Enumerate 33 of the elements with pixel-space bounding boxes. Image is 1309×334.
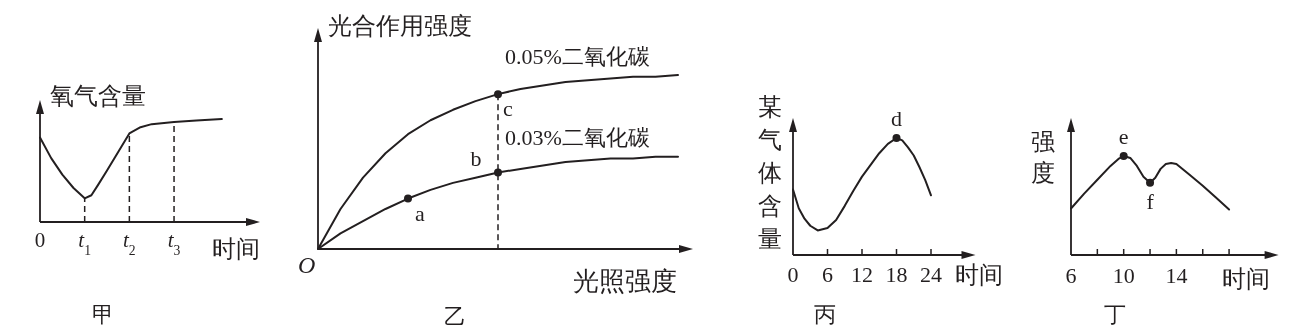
annotation: f: [1146, 188, 1155, 214]
series-label: 0.05%二氧化碳: [505, 44, 650, 69]
text: 甲: [92, 302, 114, 327]
text: 乙: [444, 304, 466, 329]
x-tick-label: 10: [1112, 263, 1135, 288]
x-tick-label: 0: [34, 228, 46, 252]
text: 丙: [814, 302, 836, 327]
x-tick-label: t$_{3}$: [167, 228, 181, 258]
x-tick-label: 24: [920, 262, 942, 287]
x-tick-label: 12: [851, 262, 873, 287]
x-tick-label: 14: [1165, 263, 1188, 288]
x-tick-label: 6: [822, 262, 833, 287]
text: O: [298, 252, 316, 278]
y-axis-title: 强度: [1031, 129, 1055, 186]
annotation: c: [503, 96, 514, 122]
annotation: b: [470, 146, 482, 172]
y-axis-title: 氧气含量: [50, 83, 146, 109]
x-axis-title: 时间: [955, 262, 1003, 288]
x-axis-title: 时间: [1222, 266, 1270, 292]
text: 丁: [1104, 302, 1126, 327]
x-axis-title: 光照强度: [573, 267, 677, 296]
annotation: d: [891, 106, 902, 131]
series-label: 0.03%二氧化碳: [505, 125, 650, 150]
x-tick-label: t$_{1}$: [78, 228, 92, 258]
x-axis-title: 时间: [212, 236, 260, 262]
annotation: e: [1118, 124, 1129, 149]
x-tick-label: 0: [787, 262, 799, 287]
x-tick-label: t$_{2}$: [123, 228, 136, 258]
annotation: a: [415, 200, 426, 226]
y-axis-title: 光合作用强度: [328, 13, 472, 39]
y-axis-title: 某气体含量: [758, 94, 782, 252]
x-tick-label: 6: [1065, 263, 1077, 288]
x-tick-label: 18: [885, 262, 908, 287]
